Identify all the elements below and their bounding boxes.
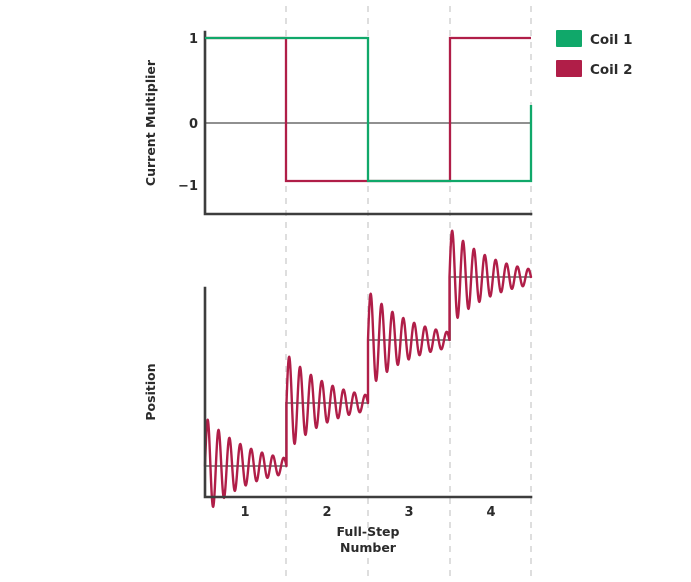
bottom-chart-y-axis-title: Position <box>143 363 158 420</box>
bottom-xtick-label-3: 3 <box>404 505 413 520</box>
bottom-chart-x-axis-title-line2: Number <box>340 540 397 555</box>
top-ytick-label-neg1: −1 <box>178 179 198 194</box>
top-ytick-label-0: 0 <box>189 117 198 132</box>
top-ytick-label-1: 1 <box>189 32 198 47</box>
legend-label-coil-2: Coil 2 <box>590 62 633 78</box>
series-coil-1-line <box>205 36 533 183</box>
current-multiplier-chart: 1 0 −1 Current Multiplier <box>143 30 533 216</box>
top-chart-y-axis-title: Current Multiplier <box>143 59 158 186</box>
bottom-xtick-label-2: 2 <box>322 505 331 520</box>
series-actual-position <box>203 229 533 509</box>
legend-swatch-coil-2 <box>556 60 582 77</box>
top-chart-axes <box>203 30 533 216</box>
bottom-chart-axes <box>203 286 533 499</box>
legend-swatch-coil-1 <box>556 30 582 47</box>
bottom-xtick-label-1: 1 <box>240 505 249 520</box>
position-chart: 1 2 3 4 Full-Step Number Position <box>143 229 533 555</box>
legend-label-coil-1: Coil 1 <box>590 32 633 48</box>
bottom-xtick-label-4: 4 <box>486 505 495 520</box>
legend: Coil 1 Coil 2 <box>556 30 633 78</box>
bottom-chart-x-axis-title-line1: Full-Step <box>337 524 400 539</box>
